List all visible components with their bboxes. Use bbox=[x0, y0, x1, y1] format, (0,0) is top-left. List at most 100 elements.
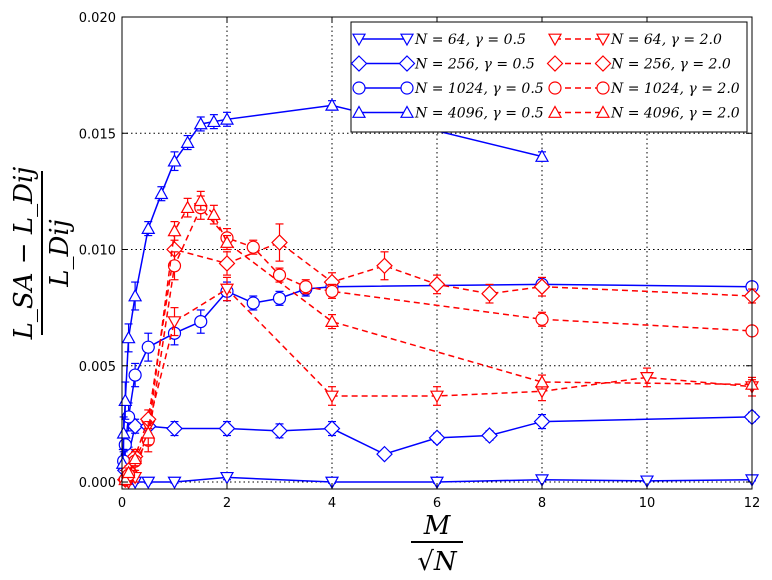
y-axis-label-numerator: L_SA − L_Dij bbox=[9, 167, 39, 341]
data-point bbox=[324, 390, 340, 404]
data-point bbox=[193, 116, 208, 130]
data-point bbox=[219, 471, 235, 485]
data-point bbox=[533, 413, 551, 430]
data-point bbox=[376, 257, 393, 275]
data-point bbox=[535, 312, 549, 326]
legend-label: N = 4096, γ = 2.0 bbox=[610, 106, 740, 122]
series-6 bbox=[116, 223, 761, 489]
legend-item: N = 64, γ = 0.5 bbox=[351, 32, 526, 48]
x-tick-label: 12 bbox=[744, 496, 761, 511]
data-point bbox=[271, 422, 288, 440]
legend-marker bbox=[595, 33, 611, 47]
legend-label: N = 1024, γ = 0.5 bbox=[414, 81, 544, 97]
legend-label: N = 64, γ = 2.0 bbox=[610, 32, 722, 48]
data-point bbox=[428, 276, 446, 293]
legend-label: N = 64, γ = 0.5 bbox=[414, 32, 526, 48]
legend-marker bbox=[595, 105, 611, 118]
series-5 bbox=[121, 276, 760, 490]
data-point bbox=[534, 149, 550, 162]
y-tick-label: 0.010 bbox=[79, 244, 116, 259]
legend-marker bbox=[400, 81, 414, 95]
data-point bbox=[428, 429, 446, 447]
data-point bbox=[219, 112, 235, 125]
x-tick-label: 6 bbox=[433, 496, 441, 511]
legend-marker bbox=[399, 33, 415, 47]
legend-label: N = 256, γ = 2.0 bbox=[610, 57, 731, 73]
data-point bbox=[141, 476, 156, 490]
legend-item: N = 256, γ = 0.5 bbox=[350, 55, 535, 73]
data-point bbox=[219, 283, 235, 297]
x-tick-label: 4 bbox=[328, 496, 336, 511]
data-point bbox=[180, 200, 195, 214]
x-tick-label: 0 bbox=[118, 496, 126, 511]
data-point bbox=[141, 340, 155, 354]
legend-item: N = 64, γ = 2.0 bbox=[547, 32, 722, 48]
data-point bbox=[128, 368, 142, 382]
data-point bbox=[118, 393, 133, 407]
legend-marker bbox=[350, 55, 368, 72]
y-tick-label: 0.005 bbox=[79, 360, 116, 375]
legend-label: N = 4096, γ = 0.5 bbox=[414, 106, 544, 122]
legend-box bbox=[350, 21, 748, 133]
series-line bbox=[128, 476, 753, 483]
y-axis-label: L_SA − L_Dij L_Dij bbox=[9, 167, 75, 341]
data-point bbox=[167, 476, 182, 490]
series-4 bbox=[115, 98, 550, 478]
legend-marker bbox=[548, 81, 562, 95]
data-point bbox=[166, 420, 183, 437]
data-point bbox=[534, 374, 550, 388]
data-point bbox=[128, 288, 143, 302]
legend-marker bbox=[594, 55, 612, 72]
x-axis-label-denominator: √N bbox=[417, 547, 458, 577]
data-point bbox=[323, 420, 341, 437]
data-point bbox=[121, 465, 136, 479]
x-tick-label: 2 bbox=[223, 496, 231, 511]
legend-marker bbox=[547, 105, 563, 118]
y-tick-label: 0.015 bbox=[79, 127, 116, 142]
data-point bbox=[167, 223, 182, 237]
data-point bbox=[324, 314, 340, 327]
data-point bbox=[639, 475, 655, 489]
y-tick-label: 0.000 bbox=[79, 476, 116, 491]
data-point bbox=[534, 474, 550, 487]
data-point bbox=[246, 296, 260, 310]
legend-marker bbox=[546, 55, 564, 72]
data-point bbox=[154, 186, 169, 200]
data-point bbox=[116, 425, 131, 439]
data-point bbox=[128, 451, 143, 465]
legend-item: N = 1024, γ = 2.0 bbox=[548, 81, 740, 97]
data-point bbox=[141, 221, 156, 234]
legend-marker bbox=[547, 33, 563, 47]
legend-label: N = 256, γ = 0.5 bbox=[414, 57, 535, 73]
data-point bbox=[324, 98, 340, 111]
series-line bbox=[128, 288, 753, 483]
data-point bbox=[481, 285, 498, 303]
legend-marker bbox=[351, 33, 367, 47]
legend-item: N = 256, γ = 2.0 bbox=[546, 55, 731, 73]
legend-marker bbox=[398, 55, 416, 72]
x-tick-label: 8 bbox=[538, 496, 546, 511]
data-point bbox=[167, 259, 182, 273]
legend-marker bbox=[399, 105, 415, 118]
legend-item: N = 4096, γ = 0.5 bbox=[351, 105, 544, 122]
series-1 bbox=[121, 471, 760, 490]
data-point bbox=[167, 316, 182, 329]
data-point bbox=[167, 153, 182, 167]
data-point bbox=[180, 135, 195, 148]
legend-marker bbox=[596, 81, 610, 95]
data-point bbox=[481, 427, 498, 444]
data-point bbox=[429, 476, 445, 490]
data-point bbox=[193, 193, 208, 207]
data-point bbox=[299, 280, 313, 294]
data-point bbox=[141, 425, 156, 439]
ticks: 0 2 4 6 8 10 12 0.000 0.005 0.010 0.015 0.020 bbox=[79, 11, 760, 511]
data-point bbox=[206, 114, 221, 128]
x-axis-label: M √N bbox=[411, 511, 463, 577]
x-axis-label-numerator: M bbox=[423, 511, 452, 541]
legend: N = 64, γ = 0.5 N = 256, γ = 0.5 N = 1024,… bbox=[350, 21, 748, 133]
data-point bbox=[271, 234, 288, 251]
data-point bbox=[206, 207, 221, 221]
data-point bbox=[272, 268, 287, 282]
series-2 bbox=[116, 408, 761, 479]
